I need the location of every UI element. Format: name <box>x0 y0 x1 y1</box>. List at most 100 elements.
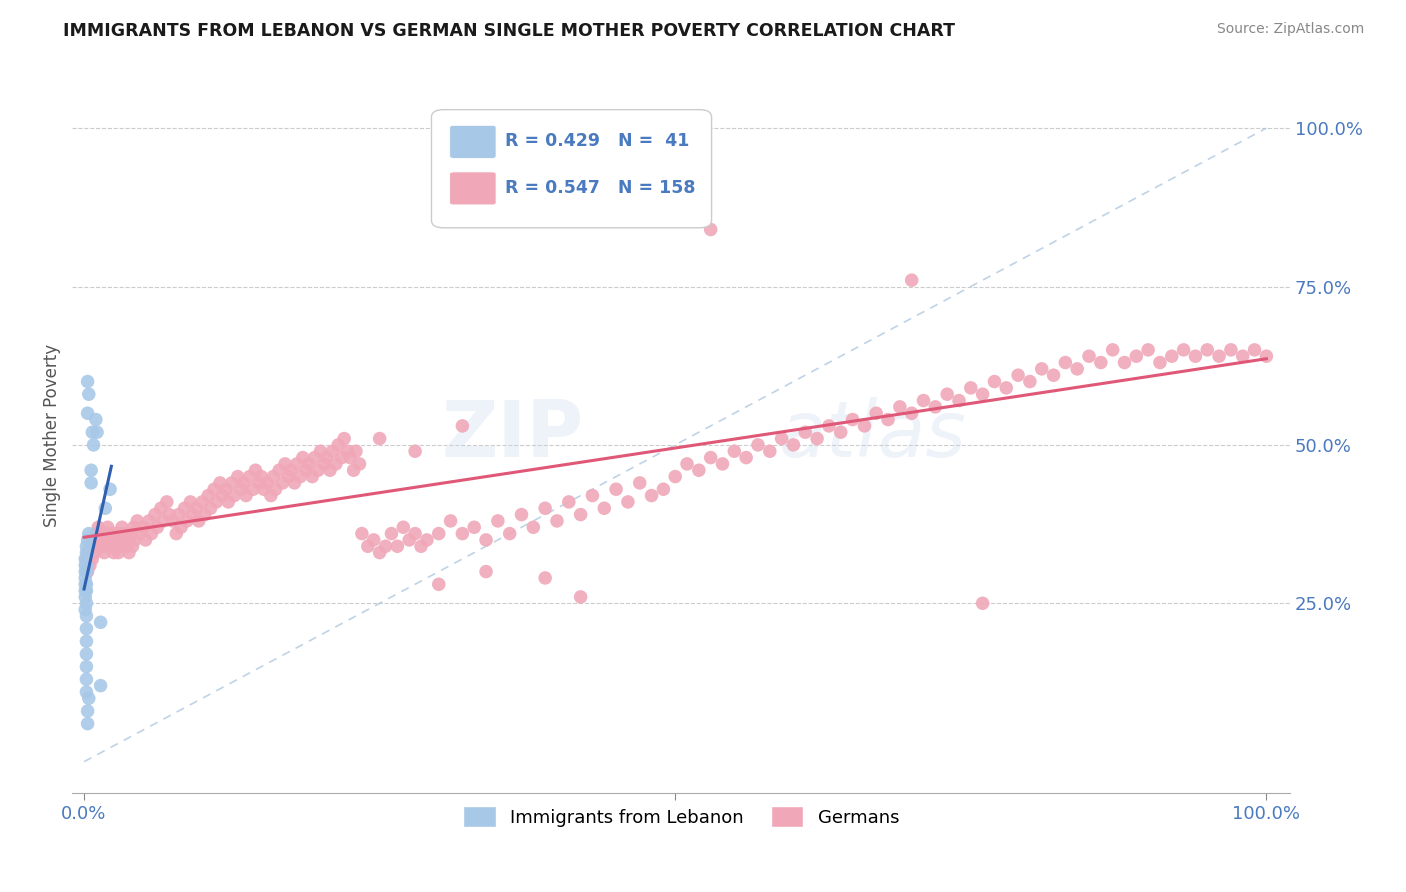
Point <box>105 533 128 547</box>
Point <box>295 463 318 477</box>
Point <box>83 546 105 560</box>
Point <box>723 444 745 458</box>
Point <box>89 533 111 547</box>
Point <box>76 406 98 420</box>
Point <box>336 444 359 458</box>
Point <box>149 501 172 516</box>
Point <box>75 565 97 579</box>
Point <box>558 495 581 509</box>
Point <box>110 539 132 553</box>
Point <box>75 659 97 673</box>
Point <box>652 482 675 496</box>
Point <box>187 514 209 528</box>
Point <box>344 444 367 458</box>
Point <box>75 539 97 553</box>
Point <box>664 469 686 483</box>
Point <box>1101 343 1123 357</box>
Point <box>759 444 782 458</box>
Point <box>688 463 710 477</box>
Point <box>451 526 474 541</box>
Point <box>1149 355 1171 369</box>
Point <box>1197 343 1219 357</box>
Point <box>75 609 97 624</box>
Point <box>138 514 160 528</box>
Point <box>312 457 335 471</box>
Point <box>271 475 294 490</box>
Point <box>82 425 104 440</box>
Point <box>486 514 509 528</box>
Point <box>231 482 253 496</box>
Point <box>1114 355 1136 369</box>
Point <box>924 400 946 414</box>
Point <box>912 393 935 408</box>
Point <box>75 634 97 648</box>
Point <box>439 514 461 528</box>
Point <box>76 533 98 547</box>
Point <box>75 558 97 573</box>
Point <box>97 520 120 534</box>
Point <box>1007 368 1029 383</box>
Point <box>1019 375 1042 389</box>
Point <box>972 596 994 610</box>
Point <box>304 450 326 465</box>
Point <box>900 406 922 420</box>
Point <box>75 571 97 585</box>
Point <box>301 469 323 483</box>
Point <box>794 425 817 440</box>
Point <box>127 514 149 528</box>
Point <box>277 469 299 483</box>
Point <box>121 539 143 553</box>
Point <box>103 546 125 560</box>
Point <box>948 393 970 408</box>
Point <box>475 565 498 579</box>
Point <box>211 489 233 503</box>
Point <box>141 526 163 541</box>
Point <box>80 539 103 553</box>
Point <box>392 520 415 534</box>
Point <box>1054 355 1077 369</box>
Point <box>75 602 97 616</box>
Point <box>350 526 373 541</box>
Point <box>117 533 139 547</box>
Point <box>75 558 97 573</box>
Point <box>290 469 312 483</box>
Point <box>328 438 350 452</box>
Point <box>84 526 107 541</box>
Point <box>76 704 98 718</box>
Point <box>325 457 347 471</box>
Point <box>77 546 100 560</box>
Text: R = 0.547   N = 158: R = 0.547 N = 158 <box>505 179 695 197</box>
Point <box>262 469 284 483</box>
Point <box>387 539 409 553</box>
Point <box>173 501 195 516</box>
Point <box>115 539 138 553</box>
Point <box>221 475 243 490</box>
Point <box>217 495 239 509</box>
Point <box>1031 362 1053 376</box>
Point <box>1160 349 1182 363</box>
Point <box>208 475 231 490</box>
Point <box>1066 362 1088 376</box>
Point <box>112 533 135 547</box>
Point <box>1137 343 1160 357</box>
Point <box>232 475 254 490</box>
Point <box>291 450 314 465</box>
Text: R = 0.429   N =  41: R = 0.429 N = 41 <box>505 132 689 150</box>
Point <box>181 508 204 522</box>
Point <box>380 526 402 541</box>
Point <box>157 508 180 522</box>
Point <box>114 526 136 541</box>
Point <box>368 546 391 560</box>
Point <box>404 444 426 458</box>
Point <box>398 533 420 547</box>
Point <box>782 438 804 452</box>
Point <box>1232 349 1254 363</box>
Point <box>235 489 257 503</box>
Point <box>83 533 105 547</box>
Point <box>1125 349 1147 363</box>
Point <box>283 475 305 490</box>
Point <box>877 412 900 426</box>
Point <box>959 381 981 395</box>
Point <box>75 546 97 560</box>
Point <box>699 450 721 465</box>
